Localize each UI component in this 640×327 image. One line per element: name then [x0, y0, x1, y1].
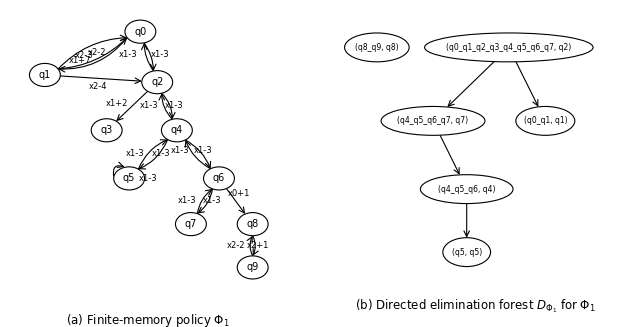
Text: x0+1: x0+1 — [227, 189, 250, 198]
Text: (q0_q1_q2_q3_q4_q5_q6_q7, q2): (q0_q1_q2_q3_q4_q5_q6_q7, q2) — [446, 43, 572, 52]
Text: (q0_q1, q1): (q0_q1, q1) — [524, 116, 567, 125]
Text: x1-3: x1-3 — [150, 50, 170, 59]
Text: x2-4: x2-4 — [89, 82, 108, 92]
Text: q3: q3 — [100, 125, 113, 135]
Ellipse shape — [175, 213, 206, 236]
Ellipse shape — [92, 119, 122, 142]
Text: q6: q6 — [213, 173, 225, 183]
Text: q8: q8 — [246, 219, 259, 229]
Text: x1-3: x1-3 — [118, 50, 137, 59]
Text: q9: q9 — [246, 263, 259, 272]
Ellipse shape — [142, 71, 173, 94]
Text: x2-2: x2-2 — [88, 47, 107, 57]
Ellipse shape — [424, 33, 593, 62]
Text: (q5, q5): (q5, q5) — [452, 248, 482, 257]
Text: q5: q5 — [123, 173, 135, 183]
Text: (b) Directed elimination forest $D_{\Phi_1}$ for $\Phi_1$: (b) Directed elimination forest $D_{\Phi… — [355, 297, 595, 315]
Text: q7: q7 — [185, 219, 197, 229]
Ellipse shape — [204, 167, 234, 190]
Ellipse shape — [381, 107, 485, 135]
Ellipse shape — [114, 167, 145, 190]
Text: x1-3: x1-3 — [170, 146, 189, 155]
Text: q2: q2 — [151, 77, 163, 87]
Text: x1+7: x1+7 — [68, 56, 92, 65]
Text: q4: q4 — [171, 125, 183, 135]
Ellipse shape — [344, 33, 409, 62]
Text: x2+1: x2+1 — [247, 241, 269, 250]
Text: x1-3: x1-3 — [125, 149, 144, 158]
Text: (q4_q5_q6, q4): (q4_q5_q6, q4) — [438, 185, 495, 194]
Text: x1-3: x1-3 — [194, 146, 213, 155]
Text: x1-3: x1-3 — [140, 100, 158, 110]
Text: x1+2: x1+2 — [106, 99, 128, 108]
Ellipse shape — [516, 107, 575, 135]
Text: (a) Finite-memory policy $\Phi_1$: (a) Finite-memory policy $\Phi_1$ — [66, 312, 230, 327]
Text: (q8_q9, q8): (q8_q9, q8) — [355, 43, 399, 52]
Text: q1: q1 — [39, 70, 51, 80]
Text: (q4_q5_q6_q7, q7): (q4_q5_q6_q7, q7) — [397, 116, 468, 125]
Text: x1-3: x1-3 — [152, 149, 171, 158]
Ellipse shape — [161, 119, 192, 142]
Text: x1-3: x1-3 — [139, 174, 157, 183]
Ellipse shape — [237, 256, 268, 279]
Text: x1-3: x1-3 — [203, 196, 221, 205]
Ellipse shape — [420, 175, 513, 204]
Text: x2-3: x2-3 — [75, 51, 93, 60]
Ellipse shape — [443, 238, 491, 267]
Ellipse shape — [29, 63, 60, 87]
Ellipse shape — [237, 213, 268, 236]
Text: x1-3: x1-3 — [177, 196, 196, 205]
Text: x1-3: x1-3 — [164, 100, 184, 110]
Ellipse shape — [125, 20, 156, 43]
Text: q0: q0 — [134, 26, 147, 37]
Text: x2-2: x2-2 — [227, 241, 245, 250]
